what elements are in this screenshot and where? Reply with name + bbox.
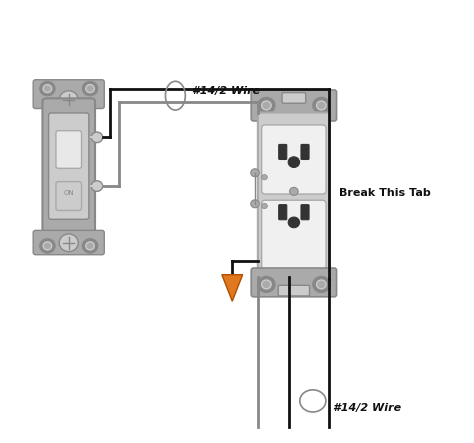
Circle shape <box>43 85 52 93</box>
FancyBboxPatch shape <box>43 98 95 238</box>
FancyBboxPatch shape <box>279 144 287 159</box>
Circle shape <box>262 203 267 209</box>
Circle shape <box>258 276 275 292</box>
FancyBboxPatch shape <box>56 131 82 168</box>
FancyBboxPatch shape <box>251 268 337 297</box>
FancyBboxPatch shape <box>251 90 337 121</box>
Circle shape <box>313 97 330 113</box>
Circle shape <box>82 239 98 253</box>
Circle shape <box>262 280 271 289</box>
Polygon shape <box>222 275 243 301</box>
Circle shape <box>313 276 330 292</box>
FancyBboxPatch shape <box>262 200 326 269</box>
Circle shape <box>91 181 102 191</box>
Text: Break This Tab: Break This Tab <box>339 188 431 198</box>
Circle shape <box>86 242 94 250</box>
FancyBboxPatch shape <box>282 93 306 103</box>
Circle shape <box>91 132 102 143</box>
FancyBboxPatch shape <box>278 285 310 296</box>
Circle shape <box>59 234 78 252</box>
FancyBboxPatch shape <box>56 182 82 210</box>
FancyBboxPatch shape <box>279 205 287 220</box>
Circle shape <box>43 242 52 250</box>
Text: #14/2 Wire: #14/2 Wire <box>192 86 261 96</box>
Circle shape <box>40 239 55 253</box>
FancyBboxPatch shape <box>33 80 104 109</box>
FancyBboxPatch shape <box>301 205 309 220</box>
Circle shape <box>288 157 300 167</box>
Circle shape <box>251 169 259 177</box>
Circle shape <box>82 82 98 96</box>
FancyBboxPatch shape <box>262 125 326 194</box>
FancyBboxPatch shape <box>33 230 104 255</box>
Circle shape <box>317 101 326 110</box>
FancyBboxPatch shape <box>258 113 330 277</box>
FancyBboxPatch shape <box>301 144 309 159</box>
Circle shape <box>290 187 298 195</box>
Circle shape <box>59 91 78 109</box>
Text: #14/2 Wire: #14/2 Wire <box>333 403 401 412</box>
Circle shape <box>262 101 271 110</box>
Circle shape <box>258 97 275 113</box>
Circle shape <box>40 82 55 96</box>
Circle shape <box>288 217 300 228</box>
Circle shape <box>317 280 326 289</box>
Circle shape <box>262 175 267 180</box>
Circle shape <box>251 200 259 208</box>
Circle shape <box>86 85 94 93</box>
Text: ON: ON <box>64 190 74 196</box>
FancyBboxPatch shape <box>48 113 89 219</box>
